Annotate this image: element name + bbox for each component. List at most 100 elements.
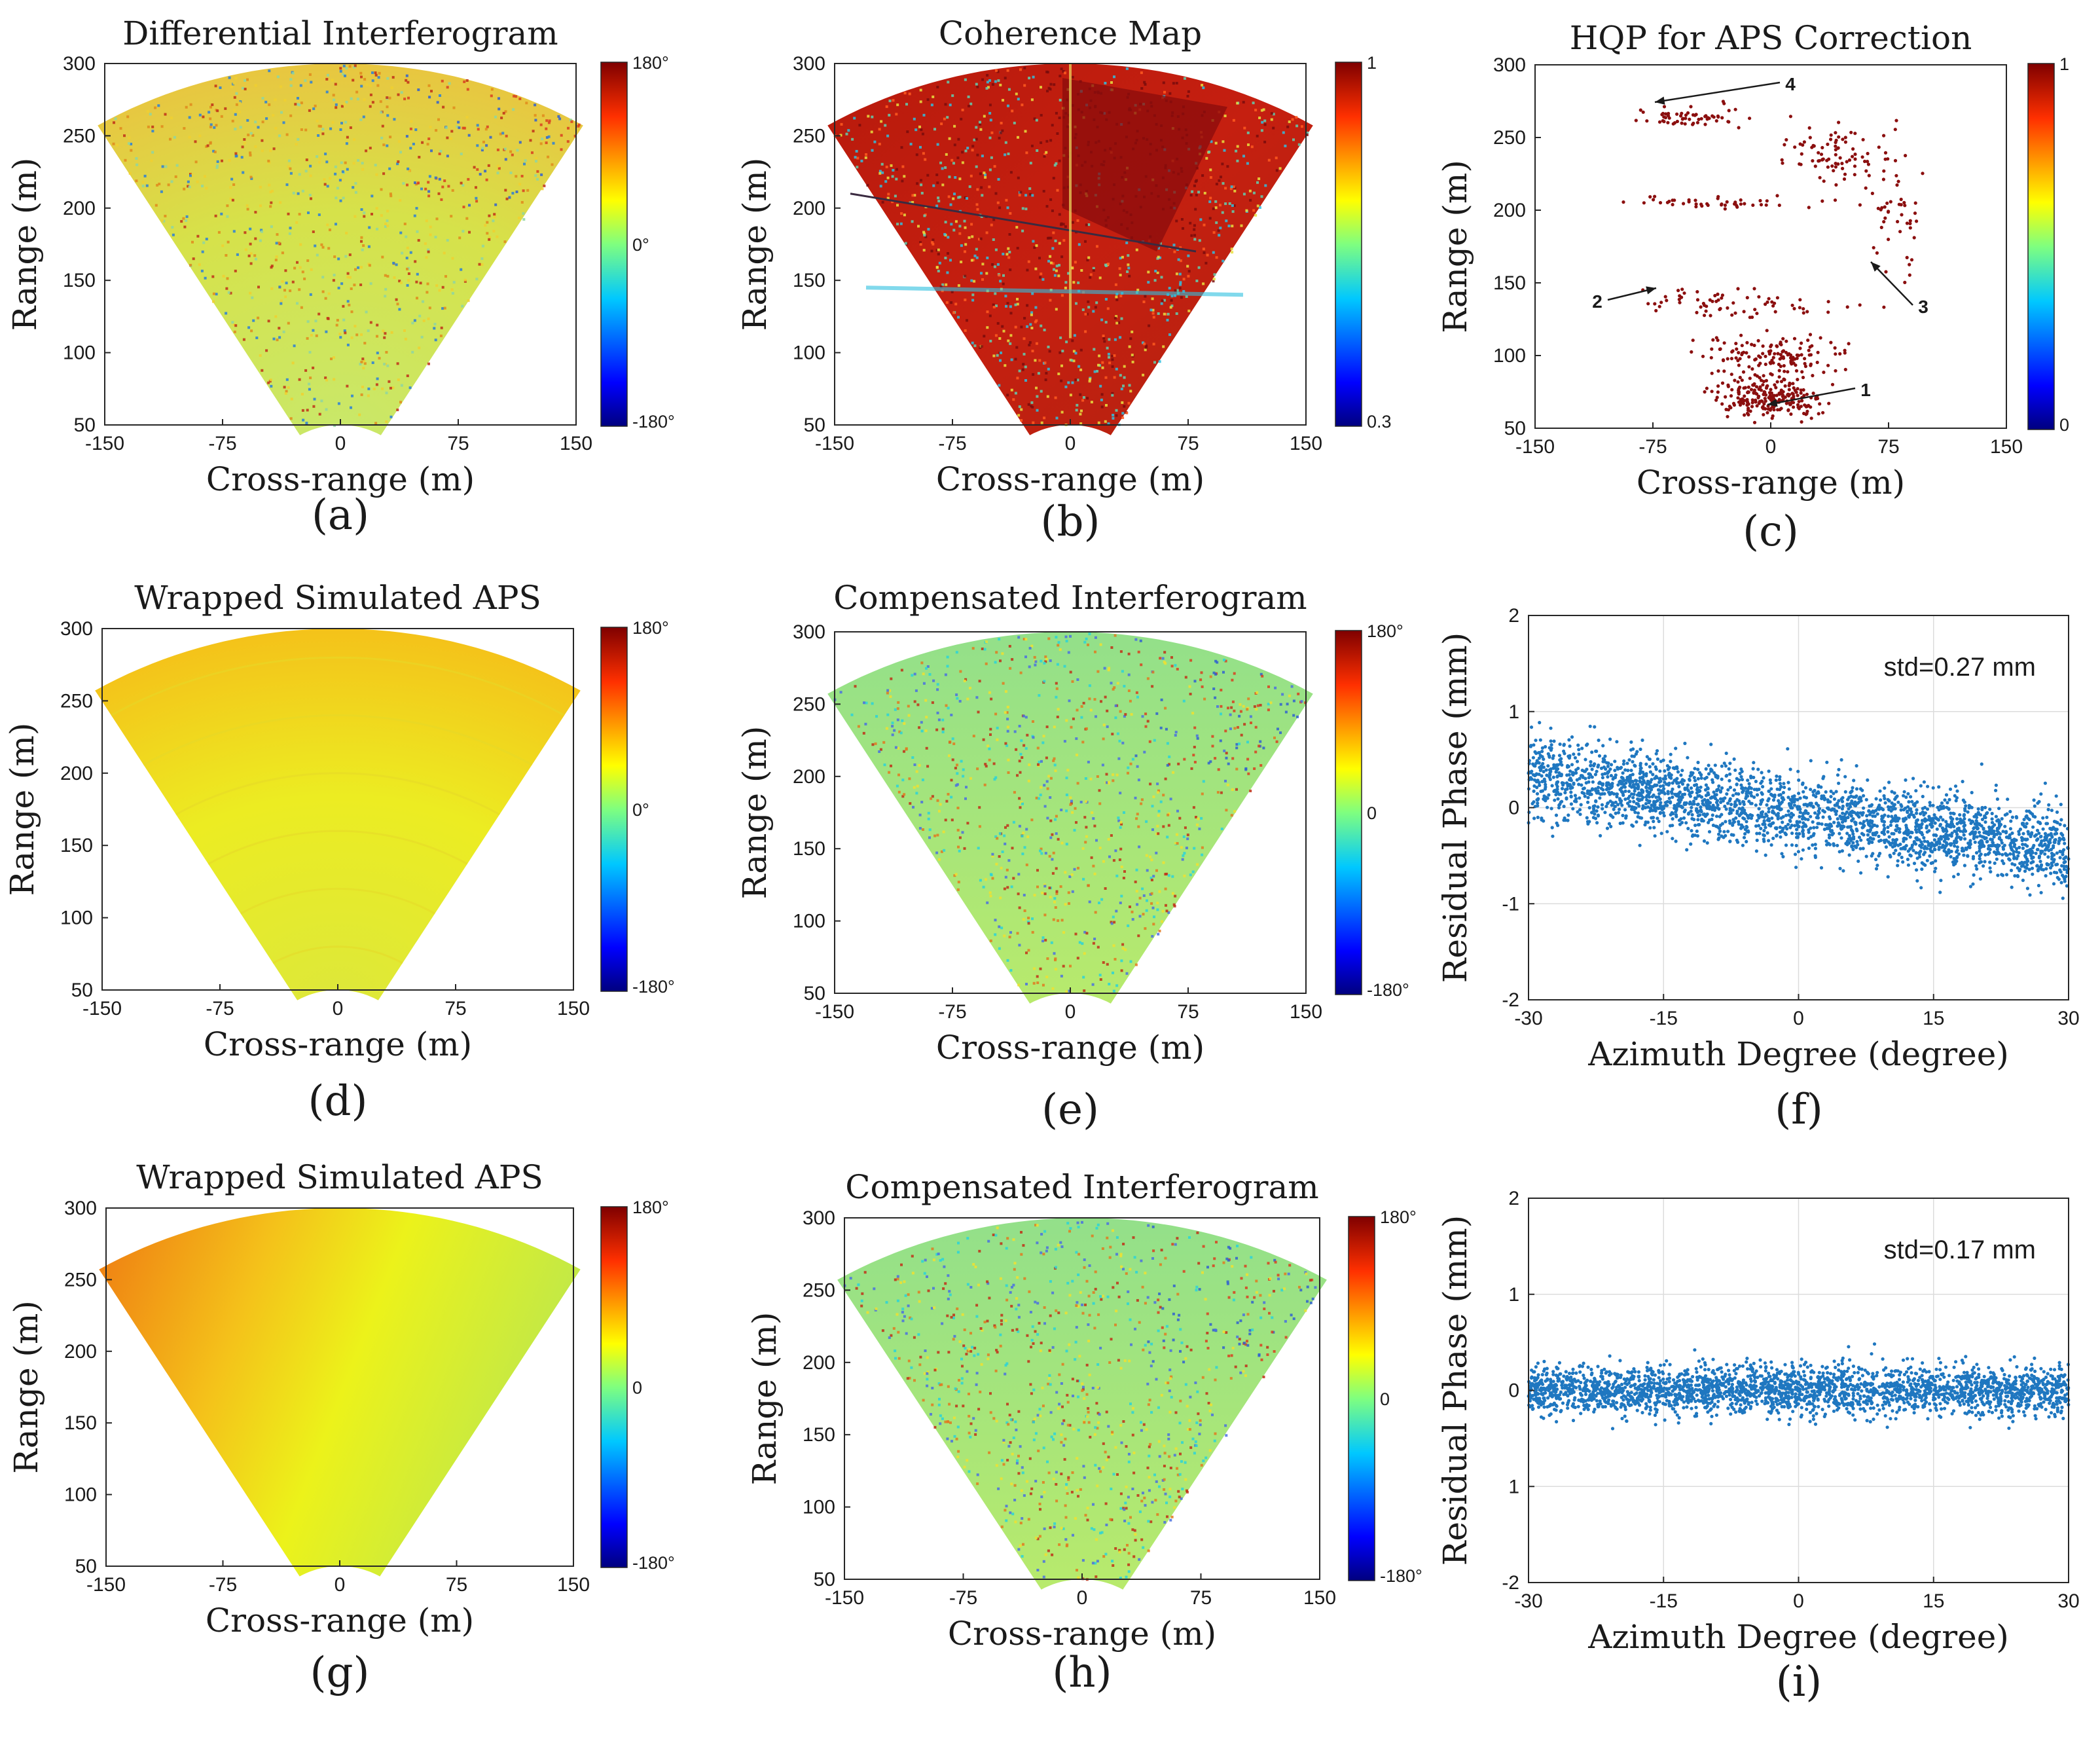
speckle-pixel (254, 120, 257, 124)
speckle-pixel (862, 731, 865, 735)
speckle-pixel (991, 83, 994, 86)
hqp-point (1847, 342, 1851, 346)
residual-point (1932, 813, 1936, 817)
residual-point (1665, 799, 1669, 803)
speckle-pixel (1191, 190, 1194, 193)
speckle-pixel (1018, 194, 1021, 196)
speckle-pixel (1123, 870, 1126, 873)
speckle-pixel (369, 147, 372, 150)
speckle-pixel (1006, 959, 1009, 962)
speckle-pixel (1100, 700, 1102, 703)
speckle-pixel (1222, 259, 1225, 263)
speckle-pixel (1171, 892, 1174, 895)
residual-point (2012, 855, 2016, 859)
speckle-pixel (293, 344, 296, 348)
speckle-pixel (281, 251, 284, 255)
residual-point (2020, 822, 2025, 826)
speckle-pixel (289, 289, 292, 293)
speckle-pixel (991, 877, 994, 880)
colorbar (600, 62, 628, 427)
speckle-pixel (485, 178, 488, 181)
speckle-pixel (440, 326, 443, 329)
speckle-pixel (174, 175, 177, 178)
residual-point (1784, 843, 1788, 847)
speckle-pixel (1033, 655, 1036, 659)
speckle-pixel (1115, 909, 1118, 913)
speckle-pixel (1091, 983, 1095, 986)
speckle-pixel (900, 146, 903, 149)
hqp-point (1682, 202, 1686, 206)
y-tick-label: 50 (1504, 418, 1526, 439)
speckle-pixel (925, 746, 928, 750)
residual-point (1801, 848, 1805, 852)
speckle-pixel (348, 65, 352, 68)
speckle-pixel (1262, 108, 1265, 111)
speckle-pixel (1137, 825, 1140, 828)
speckle-pixel (926, 98, 930, 101)
speckle-pixel (936, 688, 939, 691)
hqp-point (1657, 304, 1661, 308)
speckle-pixel (1029, 162, 1032, 165)
hqp-point (1695, 120, 1699, 124)
residual-point (2043, 781, 2047, 785)
speckle-pixel (988, 185, 991, 189)
speckle-pixel (1104, 321, 1108, 324)
speckle-pixel (304, 170, 308, 173)
speckle-pixel (545, 127, 548, 130)
speckle-pixel (1217, 768, 1220, 771)
speckle-pixel (346, 168, 349, 171)
residual-point (1593, 725, 1597, 729)
speckle-pixel (1267, 685, 1270, 688)
speckle-pixel (1062, 931, 1065, 934)
speckle-pixel (1220, 688, 1223, 691)
speckle-pixel (1155, 869, 1158, 872)
speckle-pixel (1083, 930, 1087, 934)
speckle-pixel (983, 172, 986, 175)
speckle-pixel (948, 754, 950, 758)
speckle-pixel (1041, 983, 1045, 987)
speckle-pixel (973, 344, 977, 348)
speckle-pixel (947, 236, 950, 239)
speckle-pixel (1233, 727, 1237, 730)
contour-band (175, 772, 500, 816)
speckle-pixel (1121, 401, 1124, 404)
speckle-pixel (368, 226, 371, 229)
speckle-pixel (247, 254, 251, 257)
speckle-pixel (520, 175, 524, 177)
speckle-pixel (187, 180, 190, 183)
speckle-pixel (1045, 372, 1048, 375)
speckle-pixel (468, 230, 471, 234)
speckle-pixel (1002, 253, 1005, 255)
speckle-pixel (1017, 414, 1021, 417)
speckle-pixel (1001, 129, 1004, 132)
speckle-pixel (535, 156, 537, 160)
speckle-pixel (1262, 746, 1265, 750)
speckle-pixel (1248, 189, 1252, 192)
speckle-pixel (331, 79, 334, 82)
speckle-pixel (1024, 747, 1028, 750)
speckle-pixel (345, 142, 348, 145)
speckle-pixel (496, 148, 499, 151)
speckle-pixel (346, 276, 350, 279)
speckle-pixel (1031, 292, 1034, 295)
speckle-pixel (404, 337, 407, 340)
speckle-pixel (900, 212, 903, 215)
speckle-pixel (249, 291, 252, 295)
speckle-pixel (1006, 725, 1009, 729)
speckle-pixel (1057, 708, 1060, 711)
speckle-pixel (1224, 202, 1227, 206)
residual-point (1955, 817, 1959, 821)
speckle-pixel (1182, 227, 1184, 230)
panel-title: Compensated Interferogram (833, 579, 1307, 617)
speckle-pixel (1034, 660, 1038, 663)
speckle-pixel (968, 185, 971, 189)
residual-point (1543, 780, 1547, 784)
speckle-pixel (536, 170, 539, 173)
speckle-pixel (1170, 665, 1174, 668)
speckle-pixel (1024, 130, 1027, 133)
hqp-point (1887, 238, 1891, 242)
speckle-pixel (1104, 887, 1107, 890)
speckle-pixel (1098, 276, 1102, 280)
speckle-pixel (1007, 771, 1010, 774)
speckle-pixel (1173, 904, 1176, 907)
